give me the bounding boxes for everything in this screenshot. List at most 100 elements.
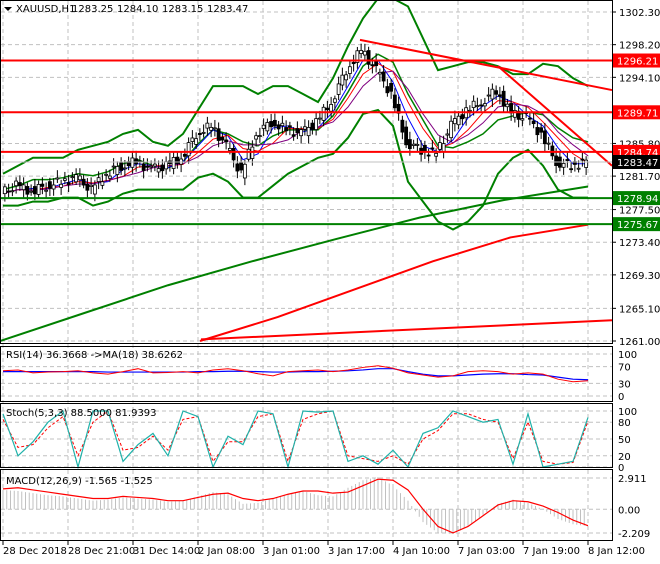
candle (307, 127, 310, 135)
price-chart[interactable] (0, 0, 612, 341)
candle (543, 131, 546, 144)
candle (521, 119, 524, 120)
y-tick-label: 1265.10 (619, 304, 660, 315)
candle (217, 129, 220, 141)
candle (172, 157, 175, 168)
candle (487, 95, 490, 96)
candle (405, 127, 408, 145)
candle (371, 65, 374, 66)
rsi-panel[interactable] (3, 366, 588, 382)
candle (300, 130, 303, 136)
candle (566, 159, 569, 160)
candle (45, 190, 48, 191)
x-tick-label: 28 Dec 2018 (3, 546, 67, 557)
candle (480, 105, 483, 106)
y-tick-label: 1261.00 (619, 337, 660, 348)
candle (101, 182, 104, 186)
candle (18, 183, 21, 186)
y-tick-label: 1294.10 (619, 73, 660, 84)
candle (48, 182, 51, 189)
candle (408, 140, 411, 149)
candle (90, 185, 93, 186)
y-tick-label: 80 (618, 418, 631, 429)
candle (547, 143, 550, 144)
candle (442, 144, 445, 152)
y-tick-label: 1281.70 (619, 172, 660, 183)
candle (360, 50, 363, 53)
candle (161, 165, 164, 171)
x-tick-label: 8 Jan 12:00 (588, 546, 645, 557)
candle (135, 159, 138, 164)
candle (120, 163, 123, 170)
candle (266, 122, 269, 130)
dropdown-arrow-icon[interactable] (4, 7, 12, 11)
candle (97, 178, 100, 182)
candle (386, 87, 389, 93)
candle (345, 75, 348, 80)
candle (427, 155, 430, 156)
candle (15, 181, 18, 186)
ma-fast-blue (3, 60, 588, 193)
x-tick-label: 31 Dec 14:00 (133, 546, 200, 557)
chart-header: XAUUSD,H1 1283.25 1284.10 1283.15 1283.4… (4, 4, 248, 487)
candle (285, 127, 288, 130)
candle (7, 191, 10, 192)
candle (457, 116, 460, 125)
candle (240, 163, 243, 170)
x-tick-label: 2 Jan 08:00 (198, 546, 255, 557)
resistance-level-label: 1289.71 (617, 108, 658, 119)
candle (390, 83, 393, 91)
candle (63, 179, 66, 181)
y-tick-label: 100 (618, 407, 637, 418)
y-tick-label: 0 (618, 463, 624, 474)
candle (176, 157, 179, 163)
candle (3, 187, 6, 194)
bollinger-lower (3, 110, 588, 229)
candle (131, 158, 134, 167)
y-tick-label: 2.911 (618, 474, 647, 485)
candle (202, 132, 205, 133)
symbol-label: XAUUSD,H1 (16, 4, 75, 15)
y-tick-label: 0 (618, 392, 624, 403)
candle (11, 191, 14, 192)
candle (270, 121, 273, 126)
candle (326, 108, 329, 110)
candle (318, 118, 321, 119)
candle (296, 129, 299, 133)
candle (262, 125, 265, 128)
candle (247, 149, 250, 159)
candle (93, 185, 96, 194)
candle (483, 104, 486, 106)
candle (22, 185, 25, 190)
candle (198, 133, 201, 134)
candle (330, 104, 333, 111)
candle (37, 184, 40, 194)
candle (258, 136, 261, 137)
candle (105, 174, 108, 175)
candle (532, 121, 535, 124)
candle (60, 184, 63, 187)
candle (183, 154, 186, 156)
y-tick-label: 1269.30 (619, 271, 660, 282)
low-value: 1283.15 (162, 4, 203, 15)
candle (393, 95, 396, 108)
candle (311, 123, 314, 129)
candle (468, 110, 471, 111)
candle (333, 99, 336, 102)
x-tick-label: 3 Jan 01:00 (263, 546, 320, 557)
stoch-title: Stoch(5,3,3) 88.5000 81.9393 (6, 408, 157, 419)
candle (191, 138, 194, 142)
candle (528, 118, 531, 119)
candle (277, 125, 280, 129)
candle (581, 159, 584, 160)
price-frame (1, 1, 613, 344)
candle (225, 140, 228, 142)
candle (337, 84, 340, 95)
x-tick-label: 7 Jan 19:00 (523, 546, 580, 557)
candle (108, 176, 111, 178)
high-value: 1284.10 (117, 4, 158, 15)
candle (281, 123, 284, 125)
candle (56, 178, 59, 179)
candle (26, 186, 29, 194)
